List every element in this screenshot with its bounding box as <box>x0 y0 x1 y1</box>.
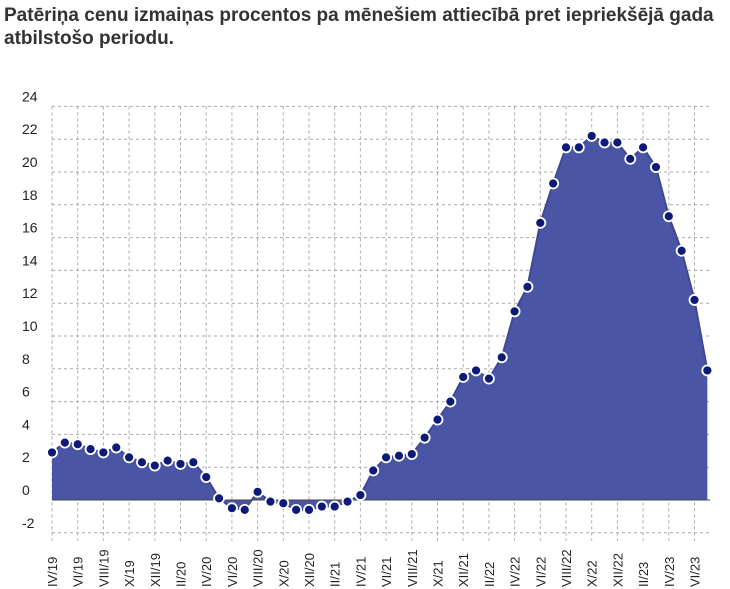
data-point <box>161 454 174 467</box>
x-tick-label: XII/21 <box>456 553 471 587</box>
x-tick-label: IV/21 <box>353 557 368 587</box>
data-point <box>470 364 482 377</box>
x-tick-label: XII/19 <box>148 553 163 587</box>
data-point <box>624 152 637 165</box>
data-point <box>315 500 328 513</box>
y-tick-label: 2 <box>22 449 30 465</box>
x-tick-label: II/23 <box>636 562 651 587</box>
data-point <box>444 395 457 408</box>
data-point <box>688 294 701 306</box>
data-point <box>534 216 547 229</box>
data-point <box>418 431 431 444</box>
y-tick-label: 12 <box>22 285 38 301</box>
series-area <box>52 135 708 510</box>
x-tick-label: VI/19 <box>71 557 86 587</box>
data-point <box>457 371 470 383</box>
x-tick-label: X/21 <box>431 560 446 587</box>
y-tick-label: 24 <box>22 88 38 104</box>
x-tick-label: XII/20 <box>302 553 317 587</box>
y-tick-label: 20 <box>22 154 38 170</box>
x-tick-label: II/22 <box>482 562 497 587</box>
y-tick-label: 10 <box>22 318 38 334</box>
data-point <box>611 136 624 149</box>
data-point <box>251 485 264 498</box>
y-tick-label: 16 <box>22 220 38 236</box>
data-point <box>97 446 110 459</box>
data-point <box>148 459 161 472</box>
y-tick-label: 22 <box>22 121 38 137</box>
x-tick-label: II/21 <box>328 562 343 587</box>
data-point <box>136 456 148 469</box>
y-tick-label: 18 <box>22 187 38 203</box>
data-point <box>495 351 508 364</box>
y-tick-label: 4 <box>22 416 30 432</box>
x-tick-label: X/20 <box>276 560 291 587</box>
data-point <box>187 456 200 469</box>
x-tick-label: IV/20 <box>199 557 214 587</box>
data-point <box>341 495 354 508</box>
data-point <box>174 458 187 470</box>
data-point <box>662 210 675 223</box>
data-point <box>200 471 213 483</box>
data-point <box>650 161 662 173</box>
x-tick-label: VI/20 <box>225 557 240 587</box>
data-point <box>572 141 585 154</box>
x-tick-label: VI/23 <box>688 557 703 587</box>
data-point <box>328 500 341 513</box>
series-line <box>51 134 709 511</box>
data-point <box>560 141 572 154</box>
x-tick-label: VI/22 <box>533 557 548 587</box>
x-tick-label: IV/19 <box>45 557 60 587</box>
data-point <box>393 449 405 462</box>
data-point <box>71 438 84 451</box>
x-tick-label: VIII/21 <box>405 549 420 587</box>
data-point <box>508 305 521 318</box>
data-point <box>637 141 649 154</box>
data-point <box>367 464 380 477</box>
y-tick-label: 6 <box>22 384 30 400</box>
data-point <box>482 372 495 385</box>
x-tick-label: XII/22 <box>610 553 625 587</box>
data-point <box>585 130 598 142</box>
y-tick-label: 8 <box>22 351 30 367</box>
data-point <box>303 503 315 516</box>
y-tick-label: -2 <box>22 515 35 531</box>
x-tick-label: X/22 <box>585 560 600 587</box>
x-tick-label: X/19 <box>122 560 137 587</box>
data-point <box>84 443 97 456</box>
data-point <box>213 492 225 505</box>
y-tick-label: 14 <box>22 252 38 268</box>
data-point <box>380 451 393 464</box>
y-tick-label: 0 <box>22 482 30 498</box>
data-point <box>110 441 123 454</box>
data-point <box>675 244 688 257</box>
data-point <box>58 436 71 449</box>
data-point <box>123 451 136 464</box>
data-point <box>290 503 303 516</box>
x-tick-label: IV/23 <box>662 557 677 587</box>
chart-title: Patēriņa cenu izmaiņas procentos pa mēne… <box>4 5 714 49</box>
data-point <box>277 497 290 510</box>
data-point <box>547 177 560 190</box>
x-tick-label: VIII/22 <box>559 549 574 587</box>
data-point <box>405 448 418 460</box>
data-point <box>225 502 238 515</box>
data-point <box>431 413 444 426</box>
x-tick-label: VIII/20 <box>251 549 266 587</box>
data-point <box>521 280 534 293</box>
x-tick-label: VIII/19 <box>96 549 111 587</box>
x-tick-label: VI/21 <box>379 557 394 587</box>
data-point <box>238 503 251 516</box>
data-point <box>264 495 277 508</box>
data-point <box>46 446 58 459</box>
x-tick-label: IV/22 <box>508 557 523 587</box>
data-point <box>701 364 714 377</box>
x-tick-label: II/20 <box>174 562 189 587</box>
data-point <box>598 136 611 149</box>
data-point <box>354 489 367 501</box>
